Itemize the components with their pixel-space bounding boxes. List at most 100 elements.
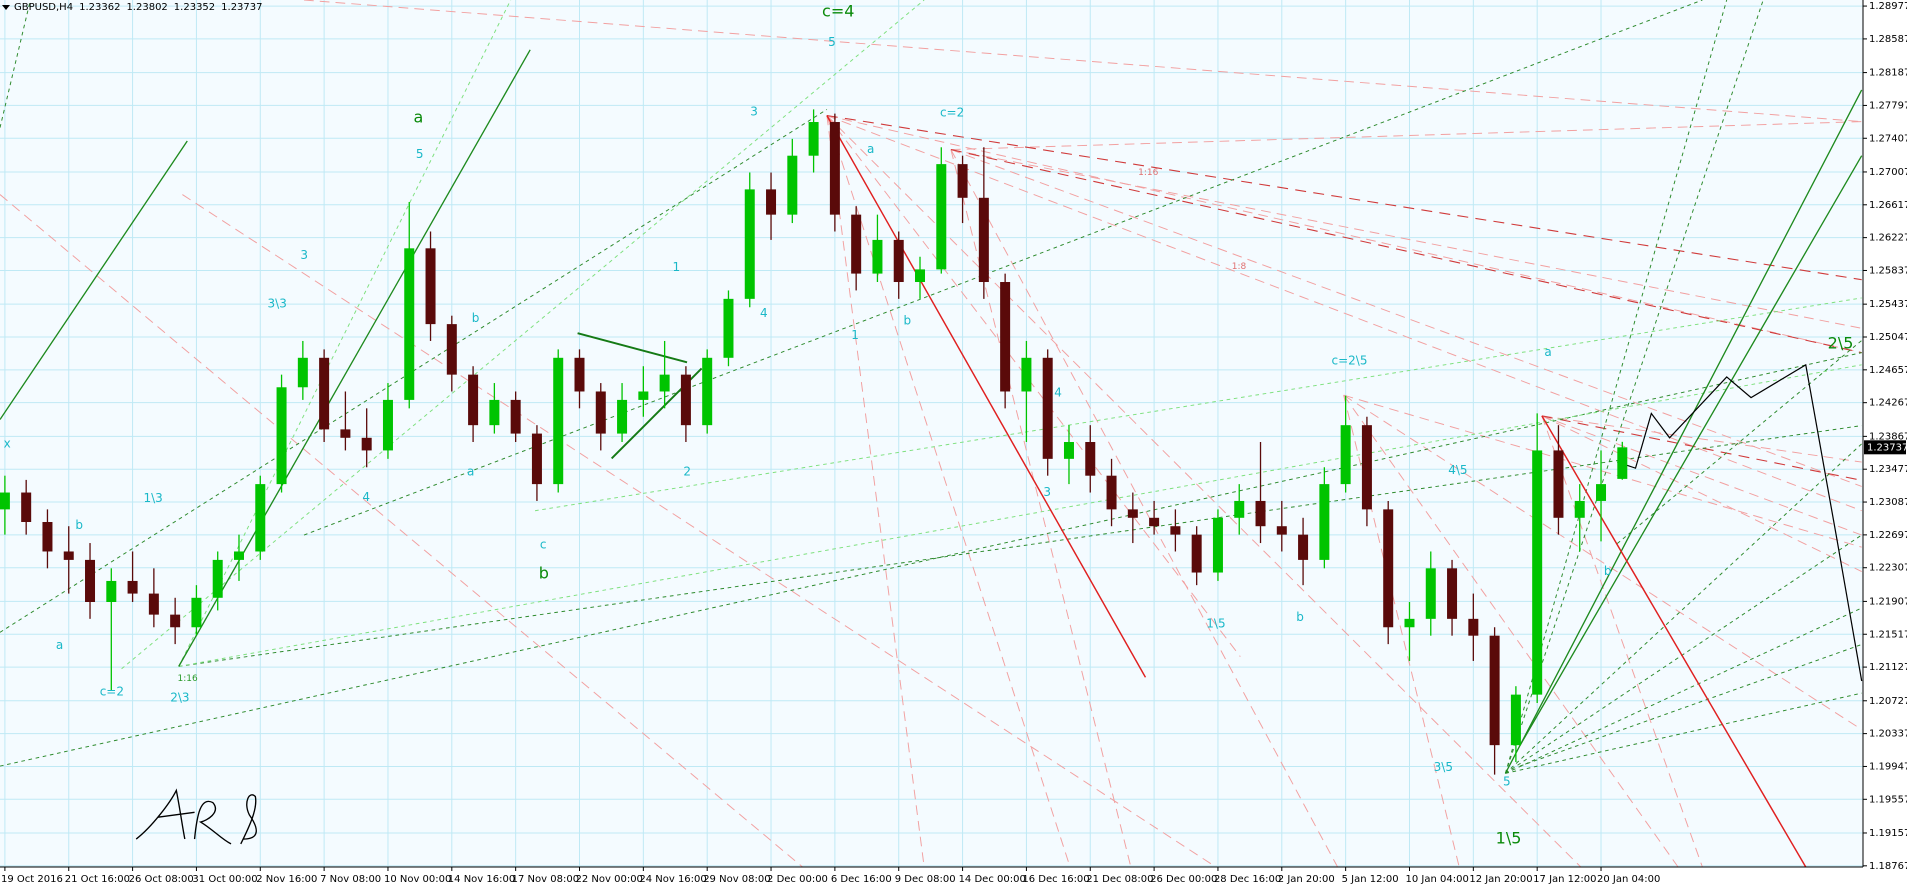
x-tick-label: 10 Jan 04:00 [1405,874,1468,885]
candle-body [42,522,53,552]
candle-body [1042,357,1053,459]
candle-body [21,492,32,523]
header-value: 1.23802 [126,2,167,13]
wave-label: a [867,142,874,156]
x-tick-label: 2 Nov 16:00 [256,874,317,885]
candle-body [319,357,330,430]
candle-body [723,298,734,358]
wave-label: c [540,537,547,551]
wave-label: 4\5 [1448,463,1467,477]
candle-body [1489,635,1500,746]
fan-lines [0,0,1862,868]
candle-body [127,580,138,594]
wave-label: b [472,311,480,325]
candle-body [1425,568,1436,619]
wave-label: 1\5 [1496,829,1522,848]
candle-body [446,324,457,375]
candle-body [148,593,159,615]
wave-label: 1:16 [178,674,198,684]
wave-label: b [1296,610,1304,624]
x-tick-label: 28 Dec 16:00 [1214,874,1281,885]
x-tick-label: 5 Jan 12:00 [1342,874,1399,885]
x-tick-label: 12 Jan 20:00 [1469,874,1532,885]
wave-label: 5 [828,35,836,49]
wave-label: b [75,518,83,532]
x-tick-label: 21 Dec 08:00 [1086,874,1153,885]
candle-body [1361,425,1372,510]
candle-body [829,122,840,215]
x-tick-label: 26 Dec 00:00 [1150,874,1217,885]
candle-body [1340,425,1351,485]
wave-label: 3 [1043,485,1051,499]
header-value: GBPUSD,H4 [14,2,73,13]
candle-body [297,357,308,388]
candle-body [744,189,755,299]
x-tick-label: 20 Jan 04:00 [1597,874,1660,885]
candles [0,109,1628,775]
candle-body [1191,534,1202,573]
y-tick-label: 1.28977 [1869,1,1907,12]
menu-arrow[interactable] [2,5,10,10]
candle-body [276,387,287,485]
candle-body [255,484,266,552]
fan-lines-strong [826,114,1862,481]
wave-label: c=2 [940,106,964,120]
wave-label: b [539,563,549,582]
candle-body [85,559,96,602]
candle-body [1127,509,1138,518]
x-tick-label: 31 Oct 00:00 [192,874,257,885]
y-tick-label: 1.27797 [1869,100,1907,111]
y-tick-label: 1.22697 [1869,530,1907,541]
candle-body [787,155,798,215]
x-tick-label: 29 Nov 08:00 [703,874,770,885]
candle-body [936,164,947,270]
candle-body [702,357,713,426]
candle-body [1468,618,1479,636]
y-tick-label: 1.28187 [1869,68,1907,79]
y-tick-label: 1.27407 [1869,133,1907,144]
y-tick-label: 1.23867 [1869,431,1907,442]
wave-label: 3 [750,104,758,118]
wave-label: 1 [672,260,680,274]
header-value: 1.23362 [79,2,120,13]
x-tick-label: 9 Dec 08:00 [895,874,956,885]
y-tick-label: 1.23087 [1869,497,1907,508]
candle-body [957,164,968,198]
candle-body [382,399,393,451]
candle-body [659,374,670,392]
x-tick-label: 17 Jan 12:00 [1533,874,1596,885]
header-value: 1.23737 [221,2,262,13]
y-tick-label: 1.19557 [1869,794,1907,805]
candle-body [915,269,926,283]
candle-body [1574,500,1585,518]
signature [135,788,257,845]
candle-body [1404,618,1415,628]
y-tick-label: 1.21517 [1869,629,1907,640]
candle-body [766,189,777,215]
candle-body [531,433,542,485]
wave-label: 3\3 [268,297,287,311]
candle-body [468,374,479,426]
candle-body [808,122,819,156]
y-tick-label: 1.27007 [1869,167,1907,178]
candle-body [978,197,989,283]
candle-body [680,374,691,426]
candle-body [574,357,585,392]
grid [0,0,1863,867]
price-label-bg [1864,440,1906,455]
y-tick-label: 1.20337 [1869,729,1907,740]
y-tick-label: 1.28587 [1869,34,1907,45]
wave-label: c=4 [822,2,854,21]
wave-label: c=2 [100,684,124,698]
header: GBPUSD,H4 1.23362 1.23802 1.23352 1.23737 [14,2,263,13]
candle-body [425,248,436,325]
y-tick-label: 1.19947 [1869,761,1907,772]
wave-label: 4 [362,490,370,504]
x-tick-label: 2 Dec 00:00 [767,874,828,885]
candle-body [404,248,415,400]
candle-body [1617,447,1628,479]
projection-line [1617,363,1863,682]
candle-body [638,391,649,400]
candle-body [1021,357,1032,392]
